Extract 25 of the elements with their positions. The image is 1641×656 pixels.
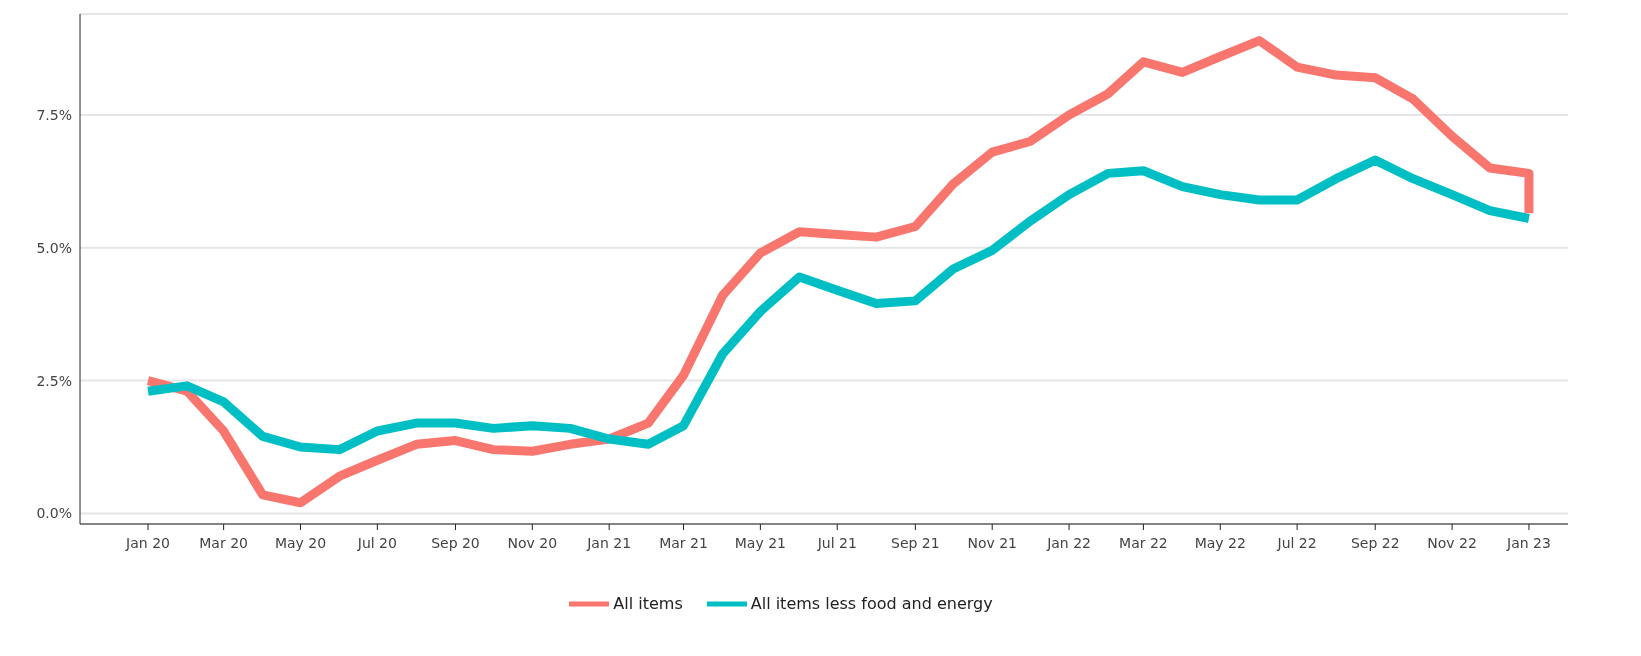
x-tick-label: Jan 23: [1506, 534, 1551, 551]
y-tick-label: 5.0%: [36, 239, 72, 256]
x-tick-label: Mar 22: [1119, 534, 1168, 551]
legend-label: All items less food and energy: [750, 593, 993, 613]
x-tick-label: Sep 20: [431, 534, 480, 551]
x-tick-label: Jul 22: [1276, 534, 1317, 551]
x-tick-label: Mar 20: [199, 534, 248, 551]
y-tick-label: 0.0%: [36, 505, 72, 522]
x-tick-label: May 21: [734, 534, 786, 551]
x-tick-label: Nov 22: [1427, 534, 1477, 551]
x-tick-label: May 20: [274, 534, 327, 551]
x-tick-label: Nov 20: [507, 534, 558, 551]
y-tick-label: 7.5%: [36, 106, 72, 123]
x-tick-label: Jan 20: [125, 534, 170, 551]
x-tick-label: May 22: [1194, 534, 1246, 551]
x-tick-label: Jul 21: [816, 534, 857, 551]
x-tick-label: Jul 20: [356, 534, 397, 551]
x-tick-label: Sep 21: [891, 534, 940, 551]
x-tick-label: Nov 21: [967, 534, 1017, 551]
x-tick-label: Jan 22: [1046, 534, 1091, 551]
y-tick-label: 2.5%: [36, 372, 72, 389]
x-tick-label: Jan 21: [586, 534, 632, 551]
x-tick-label: Sep 22: [1350, 534, 1400, 551]
x-tick-label: Mar 21: [659, 534, 708, 551]
legend-label: All items: [613, 593, 683, 613]
